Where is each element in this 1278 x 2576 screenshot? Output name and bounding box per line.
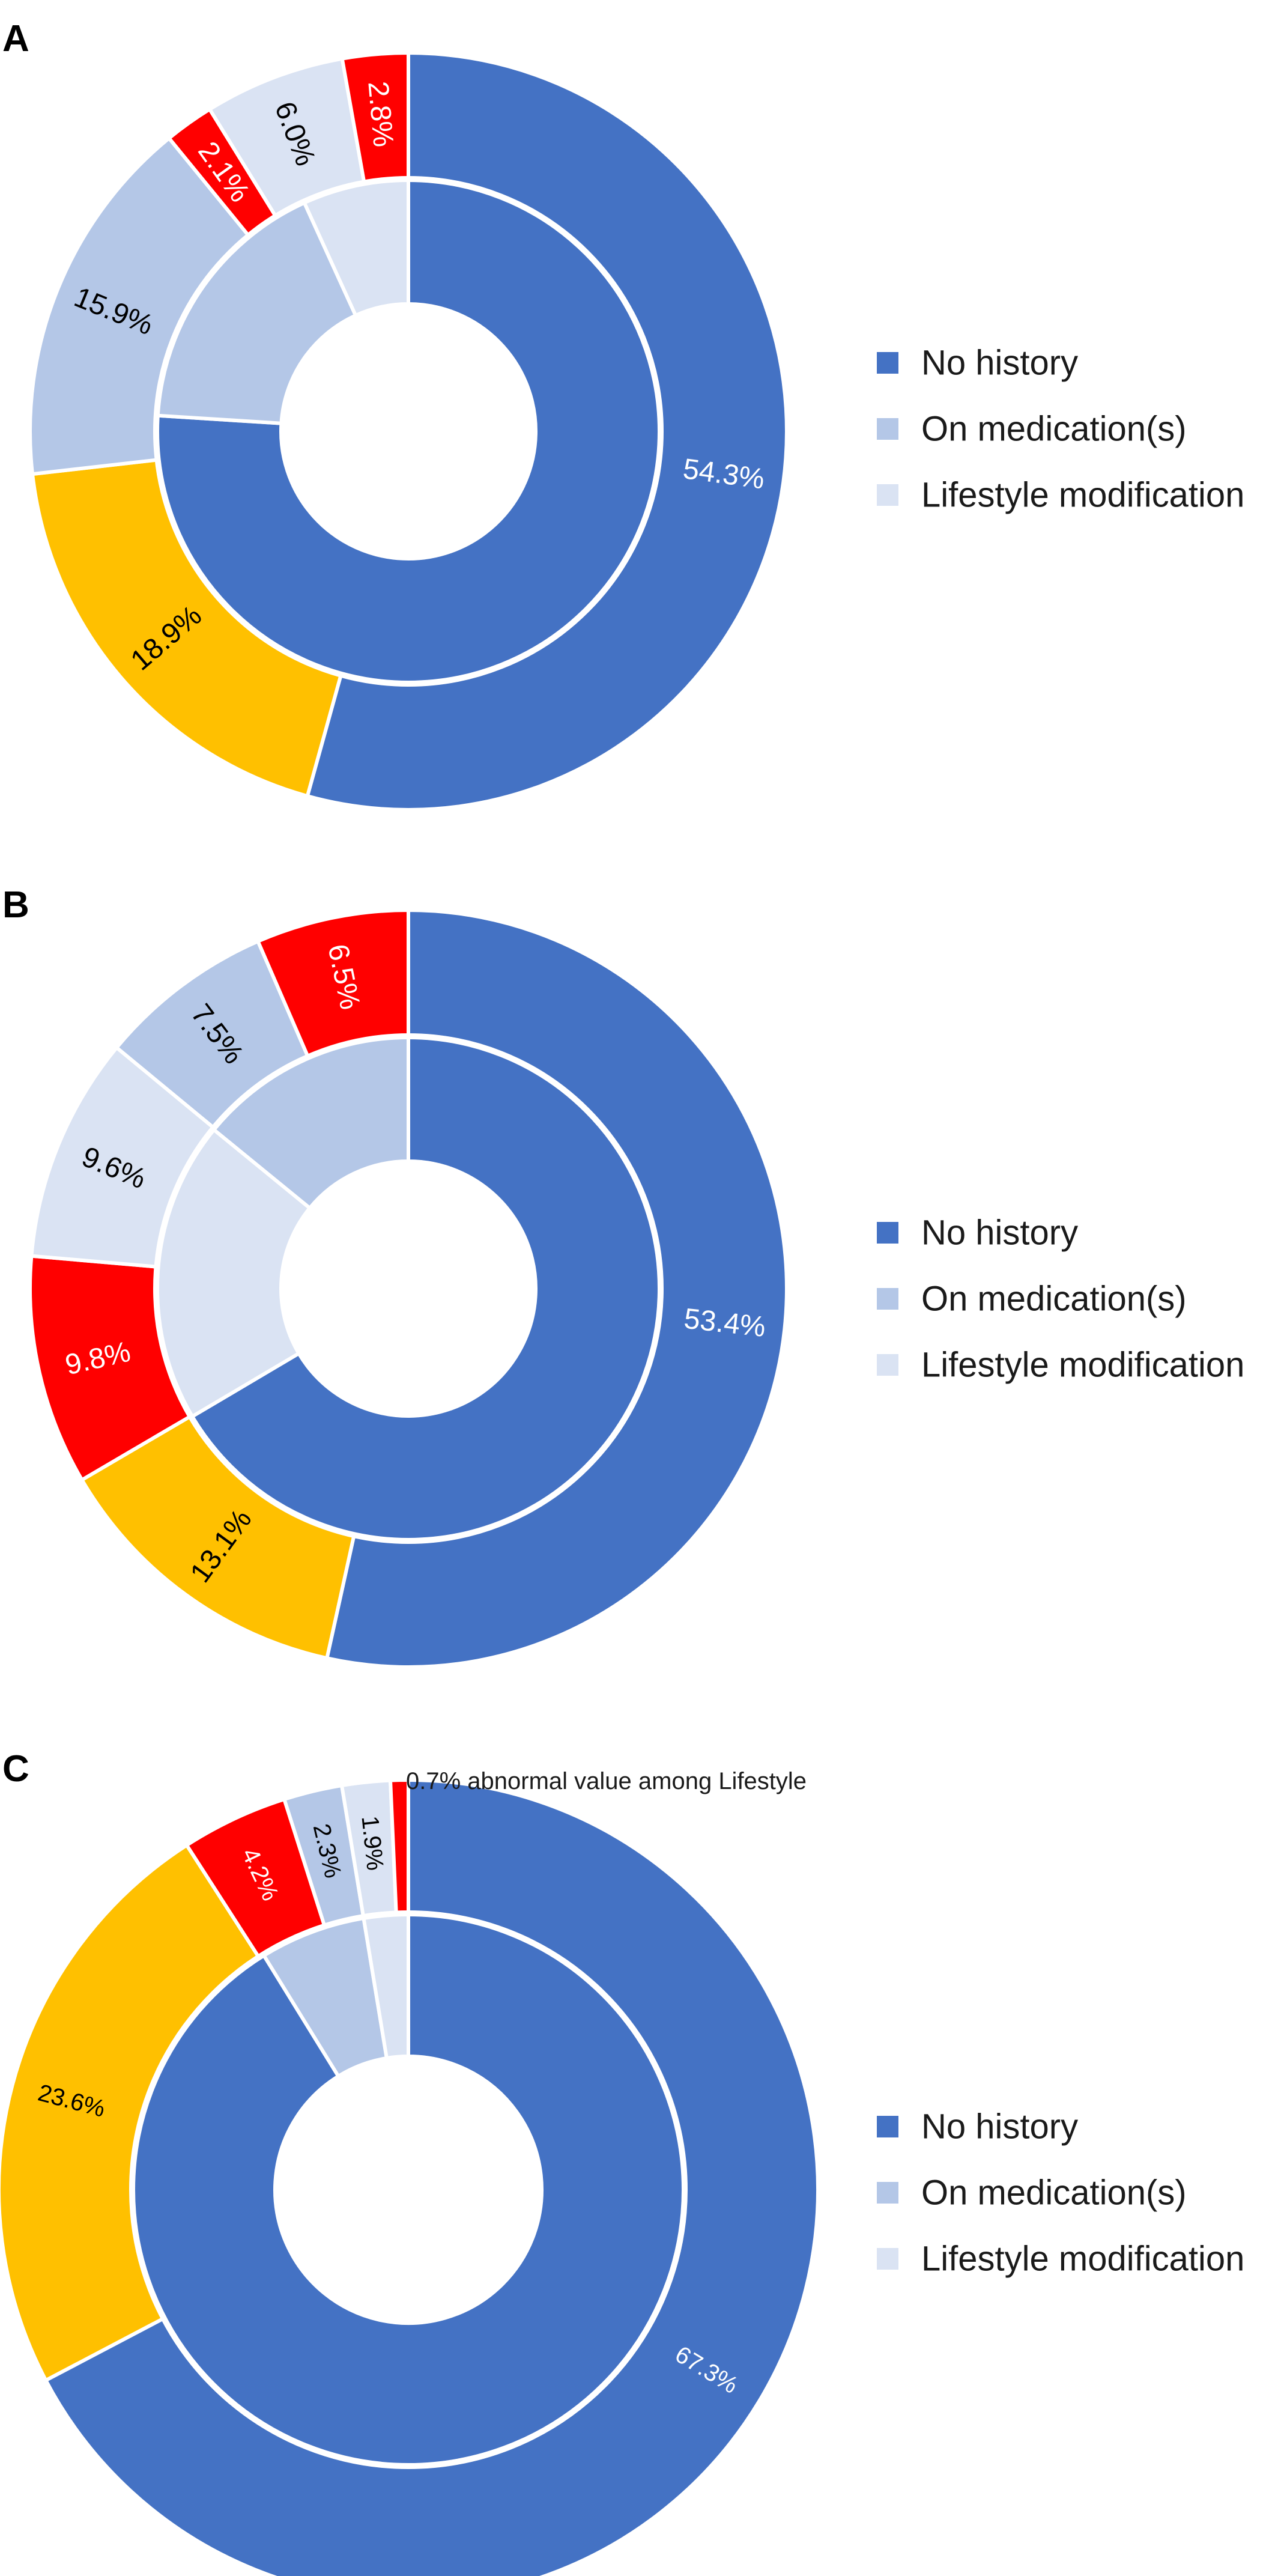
panel-b-ring-divider	[153, 1033, 664, 1544]
panel-a-legend-swatch-0	[877, 352, 898, 374]
panel-a-legend-swatch-1	[877, 418, 898, 440]
panel-c-legend-label-1: On medication(s)	[921, 2174, 1187, 2213]
panel-c-letter: C	[2, 1748, 29, 1790]
panel-c-legend-label-2: Lifestyle modification	[921, 2240, 1244, 2279]
panel-b: B53.4%13.1%9.8%9.6%7.5%6.5%No historyOn …	[2, 884, 1244, 1669]
panel-a-letter: A	[2, 18, 29, 59]
panel-c-outer-label-4: 1.9%	[356, 1814, 388, 1871]
panel-c-ring-divider	[129, 1910, 688, 2469]
panel-a-legend-label-2: Lifestyle modification	[921, 476, 1244, 515]
panel-a-legend-label-1: On medication(s)	[921, 410, 1187, 449]
panel-c-legend-swatch-2	[877, 2248, 898, 2270]
panel-b-legend-label-2: Lifestyle modification	[921, 1346, 1244, 1385]
panel-c-legend-swatch-1	[877, 2182, 898, 2204]
panel-b-legend-label-0: No history	[921, 1214, 1078, 1253]
panel-c-legend-swatch-0	[877, 2116, 898, 2137]
panel-b-letter: B	[2, 884, 29, 926]
panel-b-legend-label-1: On medication(s)	[921, 1280, 1187, 1319]
panel-b-legend-swatch-2	[877, 1354, 898, 1376]
panel-b-legend-swatch-0	[877, 1222, 898, 1244]
panel-a-legend-label-0: No history	[921, 344, 1078, 383]
panel-c-legend-label-0: No history	[921, 2107, 1078, 2146]
panel-a-ring-divider	[153, 176, 664, 687]
panel-a: A54.3%18.9%15.9%2.1%6.0% 2.8%No historyOn…	[2, 18, 1244, 812]
panel-b-legend-swatch-1	[877, 1288, 898, 1310]
panel-a-legend-swatch-2	[877, 484, 898, 506]
panel-a-outer-label-5: 2.8%	[362, 80, 399, 148]
panel-c-annotation: 0.7% abnormal value among Lifestyle	[406, 1768, 807, 1794]
